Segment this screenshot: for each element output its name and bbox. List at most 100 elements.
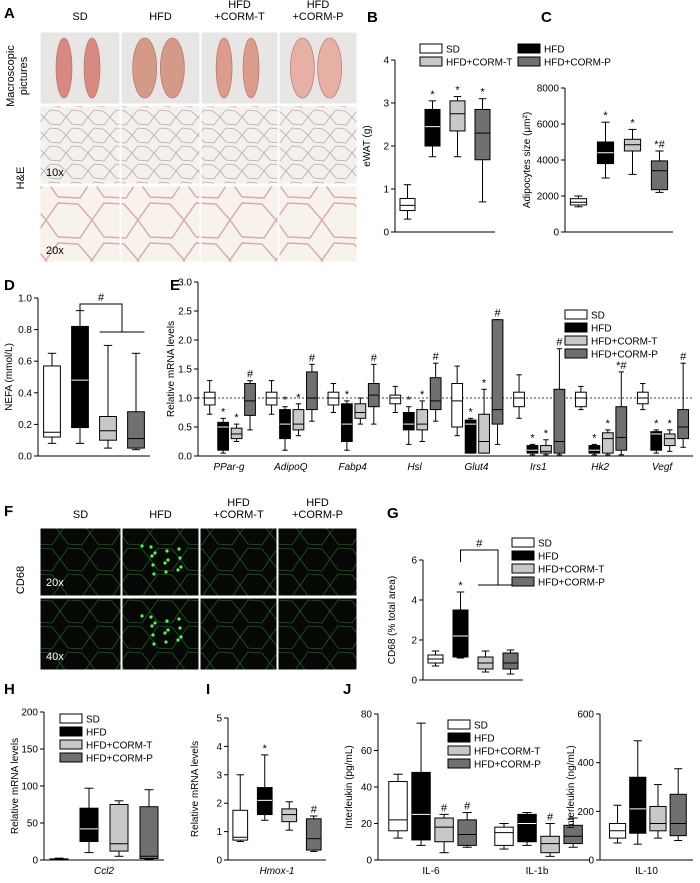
cd68-signal [179,565,183,569]
chart-D-comparison-bracket [79,303,123,332]
cd68-signal [150,554,154,558]
chart-B-legend-label-1: HFD [544,45,565,56]
chart-E-legend-swatch-1 [564,322,588,333]
chart-J1-y-tick-label: 80 [361,710,373,721]
chart-E-legend-label-1: HFD [591,324,612,335]
chart-G-legend-swatch-0 [511,537,535,548]
chart-E-category-label: Vegf [652,462,673,473]
chart-E-y-tick-label: 1.5 [178,365,192,376]
chart-G-y-tick-label: 0 [411,676,417,687]
chart-B-y-axis-label: eWAT (g) [362,125,373,166]
chart-E-y-tick-label: 2.5 [178,307,192,318]
chart-G-y-tick-label: 6 [411,556,417,567]
chart-I-y-tick-label: 0 [216,856,222,867]
cd68-signal [166,558,170,562]
chart-C-box-HFD+CORM-P [650,160,669,191]
chart-D-y-tick-label: 0.2 [18,420,32,431]
chart-E-significance-mark: * [530,432,535,444]
panel-a-header-2: +CORM-T [214,11,265,23]
chart-H-panel-letter: H [4,681,15,698]
panel-a-image-r2-c3 [278,185,358,263]
chart-J1-category-label: IL-1b [526,866,549,877]
chart-E-significance-mark: * [592,432,597,444]
chart-E-significance-mark: * [234,412,239,424]
chart-J1-legend-label-1: HFD [474,734,495,745]
chart-J2-y-tick-label: 200 [577,807,594,818]
panel-a-image-r1-c3 [278,105,358,185]
panel-f-image-r1-c2 [199,597,278,671]
chart-I-y-tick-label: 1 [216,827,222,838]
chart-G-y-tick-label: 4 [411,596,417,607]
chart-D: D 0.0 0.2 0.4 0.6 0.8 1.0 NEFA (mmol/L) # [4,277,150,463]
chart-E-box-HFD [588,445,601,454]
panel-f-images: 20x 40x [39,527,358,671]
chart-E-box-HFD+CORM-T [354,403,367,419]
chart-C-y-tick-label: 6000 [537,120,560,131]
chart-H-y-tick-label: 50 [27,819,39,830]
chart-E-significance-mark: * [606,418,611,430]
chart-E-significance-mark: # [247,369,254,381]
chart-B-y-tick-label: 4 [383,56,389,67]
chart-J2-box-HFD+CORM-P [669,793,687,837]
panel-f-image-r0-c3 [277,527,358,597]
chart-E-category-label: Fabp4 [339,462,368,473]
panel-a-image-r2-c0 [39,185,121,263]
chart-I-box-HFD+CORM-P [305,818,322,851]
panel-f-header-3: +CORM-P [292,509,343,521]
cd68-signal [178,626,182,630]
chart-H-x-label: Ccl2 [94,866,114,877]
chart-E-y-axis-label: Relative mRNA levels [166,321,177,417]
chart-E-y-tick-label: 0.0 [178,452,192,463]
chart-J1-box-HFD [411,771,431,841]
cd68-signal [179,635,183,639]
chart-G-box-HFD [452,609,469,658]
cd68-signal [153,551,157,555]
chart-E-legend-swatch-3 [564,348,588,359]
chart-B-legend-swatch-3 [517,56,541,67]
chart-E-significance-mark: * [420,389,425,401]
chart-E-box-HFD+CORM-P [615,406,628,451]
chart-I-y-tick-label: 5 [216,714,222,725]
chart-B-box-HFD+CORM-P [474,108,491,161]
chart-H-legend-swatch-1 [59,726,83,737]
chart-J1-significance-mark: # [547,812,554,824]
chart-J1-y-tick-label: 60 [361,746,373,757]
chart-E-box-HFD [340,403,353,442]
chart-E-box-HFD [217,421,230,451]
chart-J1-significance-mark: # [464,801,471,813]
chart-E-significance-mark: * [221,406,226,418]
chart-H-legend-label-1: HFD [86,728,107,739]
chart-E-box-HFD+CORM-T [230,427,243,440]
chart-G-y-tick-label: 2 [411,636,417,647]
chart-D-panel-letter: D [4,277,15,294]
cd68-signal [152,572,156,576]
panel-f-header-3: HFD [306,497,329,509]
fat-pad-sample [317,37,343,99]
chart-E-legend-label-3: HFD+CORM-P [591,350,658,361]
chart-J2-category-label: IL-10 [635,866,658,877]
chart-J2: 0 200 400 600 Interleukin (ng/mL) IL-10 [566,710,693,877]
chart-H-legend-swatch-3 [59,752,83,763]
chart-E-box-HFD+CORM-P [553,388,566,454]
panel-f-image-r0-c1 [121,527,200,597]
chart-B-legend-label-0: SD [446,45,460,56]
fat-pad-sample [132,37,157,99]
chart-E-y-tick-label: 3.0 [178,278,192,289]
chart-E-box-HFD+CORM-P [244,383,256,416]
fat-pad-sample [55,37,73,99]
chart-E-legend-label-2: HFD+CORM-T [591,337,657,348]
chart-I-y-tick-label: 3 [216,770,222,781]
chart-H-y-tick-label: 150 [21,745,38,756]
chart-E-significance-mark: * [283,395,288,407]
cd68-signal [166,628,170,632]
chart-E-significance-mark: * [296,392,301,404]
chart-C-y-axis-label: Adipocytes size (μm²) [522,112,533,208]
panel-f-header-2: +CORM-T [213,509,264,521]
chart-E-significance-mark: # [309,352,316,364]
chart-H-legend-label-2: HFD+CORM-T [86,741,152,752]
chart-J1-y-tick-label: 20 [361,819,373,830]
cd68-signal [151,563,155,567]
chart-J1-box-HFD+CORM-T [434,817,454,843]
chart-E-significance-mark: *# [616,360,627,372]
